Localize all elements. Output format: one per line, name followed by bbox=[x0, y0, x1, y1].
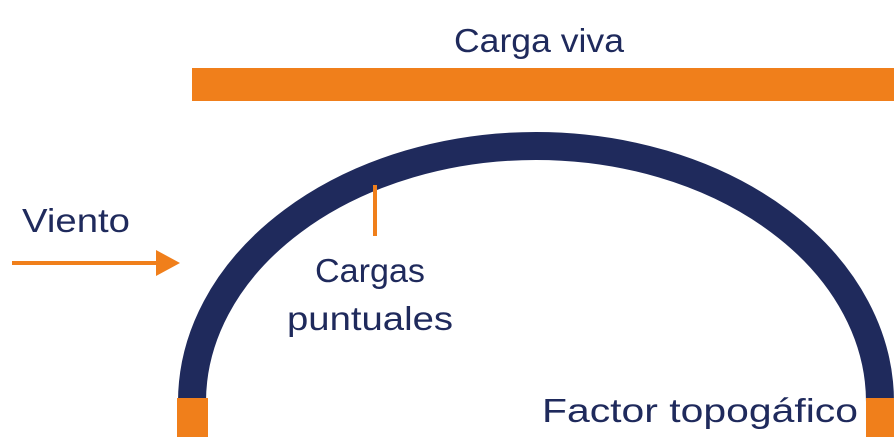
right-foot bbox=[866, 398, 894, 437]
point-loads-label: puntuales bbox=[287, 300, 453, 337]
topographic-label: Factor topogáfico bbox=[542, 392, 858, 429]
wind-label: Viento bbox=[22, 202, 130, 239]
top-load-label: Carga viva bbox=[454, 22, 625, 59]
arch bbox=[178, 132, 894, 403]
wind-arrow-head bbox=[156, 250, 180, 276]
point-loads-label: Cargas bbox=[315, 252, 425, 289]
load-bar bbox=[192, 68, 894, 101]
left-foot bbox=[177, 398, 208, 437]
